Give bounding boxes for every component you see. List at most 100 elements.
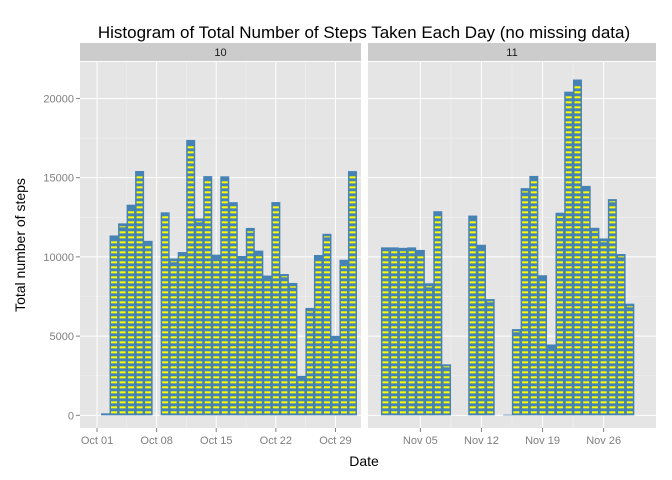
bar-segment <box>408 321 415 324</box>
bar-segment <box>591 386 598 389</box>
bar-2012-10-25 <box>296 375 306 416</box>
bar-segment <box>119 246 126 249</box>
bar-segment <box>408 306 415 309</box>
bar-segment <box>136 346 143 349</box>
bar-segment <box>626 321 633 324</box>
bar-segment <box>609 406 616 409</box>
bar-segment <box>349 341 356 344</box>
bar-segment <box>565 206 572 209</box>
bar-segment <box>289 311 296 314</box>
bar-segment <box>315 326 322 329</box>
bar-segment <box>408 396 415 399</box>
bar-segment <box>204 246 211 249</box>
bar-segment <box>238 331 245 334</box>
bar-segment <box>213 311 220 314</box>
bar-segment <box>618 356 625 359</box>
bar-segment <box>565 166 572 169</box>
bar-segment <box>487 351 494 354</box>
bar-segment <box>230 241 237 244</box>
bar-segment <box>230 251 237 254</box>
bar-segment <box>618 276 625 279</box>
bar-segment <box>340 391 347 394</box>
bar-segment <box>204 406 211 409</box>
bar-segment <box>332 366 339 369</box>
bar-segment <box>557 216 563 218</box>
bar-segment <box>289 306 296 309</box>
bar-segment <box>179 346 186 349</box>
bar-segment <box>539 281 546 284</box>
bar-segment <box>187 401 194 404</box>
bar-segment <box>204 211 211 214</box>
bar-segment <box>399 356 406 359</box>
bar-segment <box>128 296 135 299</box>
bar-segment <box>170 381 177 384</box>
bar-segment <box>539 326 546 329</box>
bar-segment <box>170 361 177 364</box>
bar-segment <box>399 361 406 364</box>
bar-segment <box>298 386 305 389</box>
bar-segment <box>443 411 450 414</box>
bar-segment <box>111 321 118 324</box>
bar-segment <box>539 286 546 289</box>
bar-segment <box>618 311 625 314</box>
bar-segment <box>281 311 288 314</box>
bar-segment <box>349 256 356 259</box>
bar-segment <box>128 211 135 214</box>
bar-segment <box>626 346 633 349</box>
bar-segment <box>179 311 186 314</box>
bar-segment <box>128 246 135 249</box>
bar-segment <box>255 346 262 349</box>
bar-outline <box>555 212 565 416</box>
bar-segment <box>119 296 126 299</box>
bar-segment <box>583 301 590 304</box>
bar-segment <box>349 311 356 314</box>
bar-segment <box>170 321 177 324</box>
bar-segment <box>204 266 211 269</box>
bar-segment <box>391 331 398 334</box>
bar-segment <box>196 301 203 304</box>
bar-segment <box>289 341 296 344</box>
bar-segment <box>349 356 356 359</box>
bar-segment <box>289 331 296 334</box>
bar-segment <box>443 401 450 404</box>
bar-segment <box>170 356 177 359</box>
bar-segment <box>187 276 194 279</box>
bar-segment <box>565 216 572 219</box>
bar-segment <box>583 331 590 334</box>
bar-segment <box>221 201 228 204</box>
bar-segment <box>609 256 616 259</box>
bar-segment <box>128 376 135 379</box>
bar-segment <box>522 201 529 204</box>
bar-segment <box>574 276 581 279</box>
bar-segment <box>618 376 625 379</box>
bar-segment <box>238 366 245 369</box>
bar-segment <box>272 206 279 209</box>
bar-segment <box>565 366 572 369</box>
bar-segment <box>557 256 563 259</box>
bar-segment <box>162 366 169 369</box>
bar-segment <box>583 286 590 289</box>
bar-segment <box>583 281 590 284</box>
bar-segment <box>111 261 118 264</box>
bar-segment <box>187 271 194 274</box>
bar-segment <box>565 126 572 129</box>
bar-segment <box>128 256 135 259</box>
bar-segment <box>487 341 494 344</box>
bar-segment <box>213 401 220 404</box>
bar-segment <box>487 366 494 369</box>
bar-segment <box>557 251 563 254</box>
bar-segment <box>255 281 262 284</box>
bar-segment <box>247 351 254 354</box>
bar-2012-10-07 <box>143 240 153 416</box>
bar-segment <box>487 381 494 384</box>
bar-segment <box>609 356 616 359</box>
bar-segment <box>522 286 529 289</box>
bar-segment <box>170 401 177 404</box>
bar-segment <box>522 236 529 239</box>
bar-segment <box>591 286 598 289</box>
bar-segment <box>469 231 476 234</box>
bar-segment <box>128 241 135 244</box>
bar-segment <box>230 386 237 389</box>
bar-segment <box>574 171 581 174</box>
bar-segment <box>289 411 296 414</box>
